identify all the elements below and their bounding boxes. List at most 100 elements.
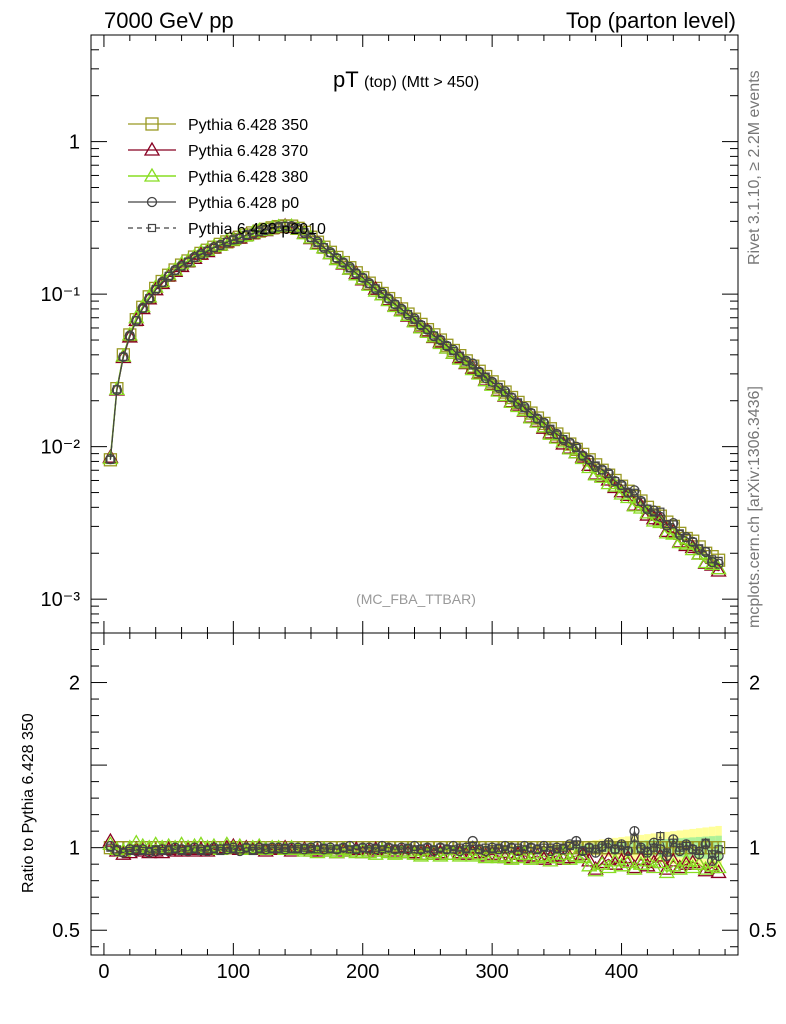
series-line bbox=[109, 225, 720, 570]
data-point bbox=[520, 404, 529, 413]
ratio-point bbox=[325, 842, 336, 853]
series-line bbox=[109, 225, 719, 562]
data-point bbox=[403, 309, 413, 319]
data-point bbox=[455, 351, 464, 360]
data-point bbox=[506, 392, 517, 403]
data-point bbox=[449, 347, 458, 356]
ratio-point bbox=[496, 847, 514, 862]
data-point bbox=[714, 556, 723, 565]
legend-label: Pythia 6.428 370 bbox=[188, 143, 308, 160]
data-point bbox=[119, 352, 128, 361]
data-point bbox=[326, 248, 335, 258]
data-point bbox=[610, 477, 620, 486]
legend-label: Pythia 6.428 350 bbox=[188, 117, 308, 134]
ratio-point bbox=[128, 834, 145, 849]
ratio-point bbox=[593, 854, 611, 869]
data-point bbox=[397, 305, 406, 314]
data-point bbox=[345, 264, 354, 273]
ratio-point bbox=[619, 854, 637, 869]
data-point bbox=[313, 238, 322, 247]
data-point bbox=[378, 290, 387, 299]
ratio-point bbox=[708, 850, 717, 859]
data-point bbox=[306, 233, 316, 243]
data-point bbox=[358, 273, 367, 282]
legend-marker bbox=[143, 141, 161, 156]
y-tick-label: 10⁻³ bbox=[41, 589, 81, 611]
ratio-point bbox=[613, 857, 630, 872]
x-tick-label: 200 bbox=[346, 961, 379, 983]
x-tick-label: 100 bbox=[217, 961, 250, 983]
ratio-point bbox=[525, 842, 537, 853]
data-point bbox=[711, 553, 726, 567]
data-point bbox=[416, 320, 426, 330]
data-point bbox=[435, 334, 446, 346]
data-point bbox=[383, 293, 394, 304]
ratio-point bbox=[572, 840, 581, 849]
ratio-point bbox=[299, 844, 310, 855]
ratio-point bbox=[714, 845, 723, 854]
y-tick-label: 1 bbox=[69, 132, 80, 154]
ratio-point bbox=[499, 840, 511, 852]
data-point bbox=[494, 382, 503, 392]
ratio-tick-label-left: 1 bbox=[69, 838, 80, 860]
chart-title-sub: (top) (Mtt > 450) bbox=[364, 74, 479, 91]
ratio-point bbox=[710, 859, 727, 874]
ratio-point bbox=[412, 847, 430, 862]
data-point bbox=[151, 284, 160, 294]
ratio-point bbox=[669, 838, 678, 847]
legend-label: Pythia 6.428 p2010 bbox=[188, 221, 326, 238]
ratio-point bbox=[490, 849, 507, 864]
ratio-point bbox=[477, 849, 494, 864]
ratio-point bbox=[623, 846, 633, 856]
ratio-point bbox=[632, 855, 650, 870]
x-tick-label: 300 bbox=[475, 961, 508, 983]
data-point bbox=[319, 243, 329, 252]
ratio-point bbox=[649, 843, 658, 852]
data-point bbox=[500, 388, 510, 397]
ratio-point bbox=[652, 854, 669, 869]
data-point bbox=[145, 294, 154, 303]
legend-label: Pythia 6.428 380 bbox=[188, 169, 308, 186]
ratio-point bbox=[435, 842, 446, 853]
data-point bbox=[352, 269, 361, 278]
data-point bbox=[552, 430, 561, 439]
legend: Pythia 6.428 350 Pythia 6.428 370 Pythia 6… bbox=[128, 117, 326, 238]
ratio-point bbox=[593, 855, 611, 870]
ratio-point bbox=[195, 844, 207, 855]
data-point bbox=[648, 505, 660, 516]
data-point bbox=[713, 558, 724, 569]
ratio-point bbox=[176, 844, 187, 855]
tick-labels: 0 100 200 300 400 1 10⁻¹ 10⁻² 10⁻³ 0.5 0.5 1 1 2 2 bbox=[41, 132, 777, 983]
data-point bbox=[539, 419, 549, 428]
ratio-point bbox=[480, 845, 491, 857]
legend-marker bbox=[146, 196, 158, 208]
ratio-tick-label-right: 0.5 bbox=[749, 920, 777, 942]
y-tick-label: 10⁻¹ bbox=[41, 284, 81, 306]
ratio-point bbox=[376, 840, 388, 852]
data-point bbox=[357, 272, 368, 283]
data-point bbox=[112, 385, 121, 394]
x-tick-label: 400 bbox=[605, 961, 638, 983]
y-tick-label: 10⁻² bbox=[41, 437, 81, 459]
data-point bbox=[429, 331, 439, 340]
ratio-point bbox=[697, 860, 714, 875]
data-point bbox=[710, 560, 727, 575]
data-point bbox=[565, 439, 574, 448]
data-point bbox=[507, 393, 516, 402]
data-point bbox=[701, 547, 710, 556]
data-point bbox=[300, 228, 309, 237]
ratio-point bbox=[671, 860, 688, 875]
data-point bbox=[164, 271, 173, 281]
data-point bbox=[474, 366, 485, 378]
ratio-point bbox=[665, 857, 682, 872]
ratio-tick-label-left: 0.5 bbox=[52, 920, 80, 942]
series-line bbox=[109, 225, 719, 565]
ratio-point bbox=[247, 844, 258, 855]
ratio-point bbox=[503, 850, 520, 865]
ratio-point bbox=[684, 859, 701, 874]
ratio-point bbox=[370, 844, 381, 855]
data-point bbox=[467, 358, 478, 369]
data-point bbox=[533, 414, 542, 423]
ratio-point bbox=[383, 842, 394, 853]
